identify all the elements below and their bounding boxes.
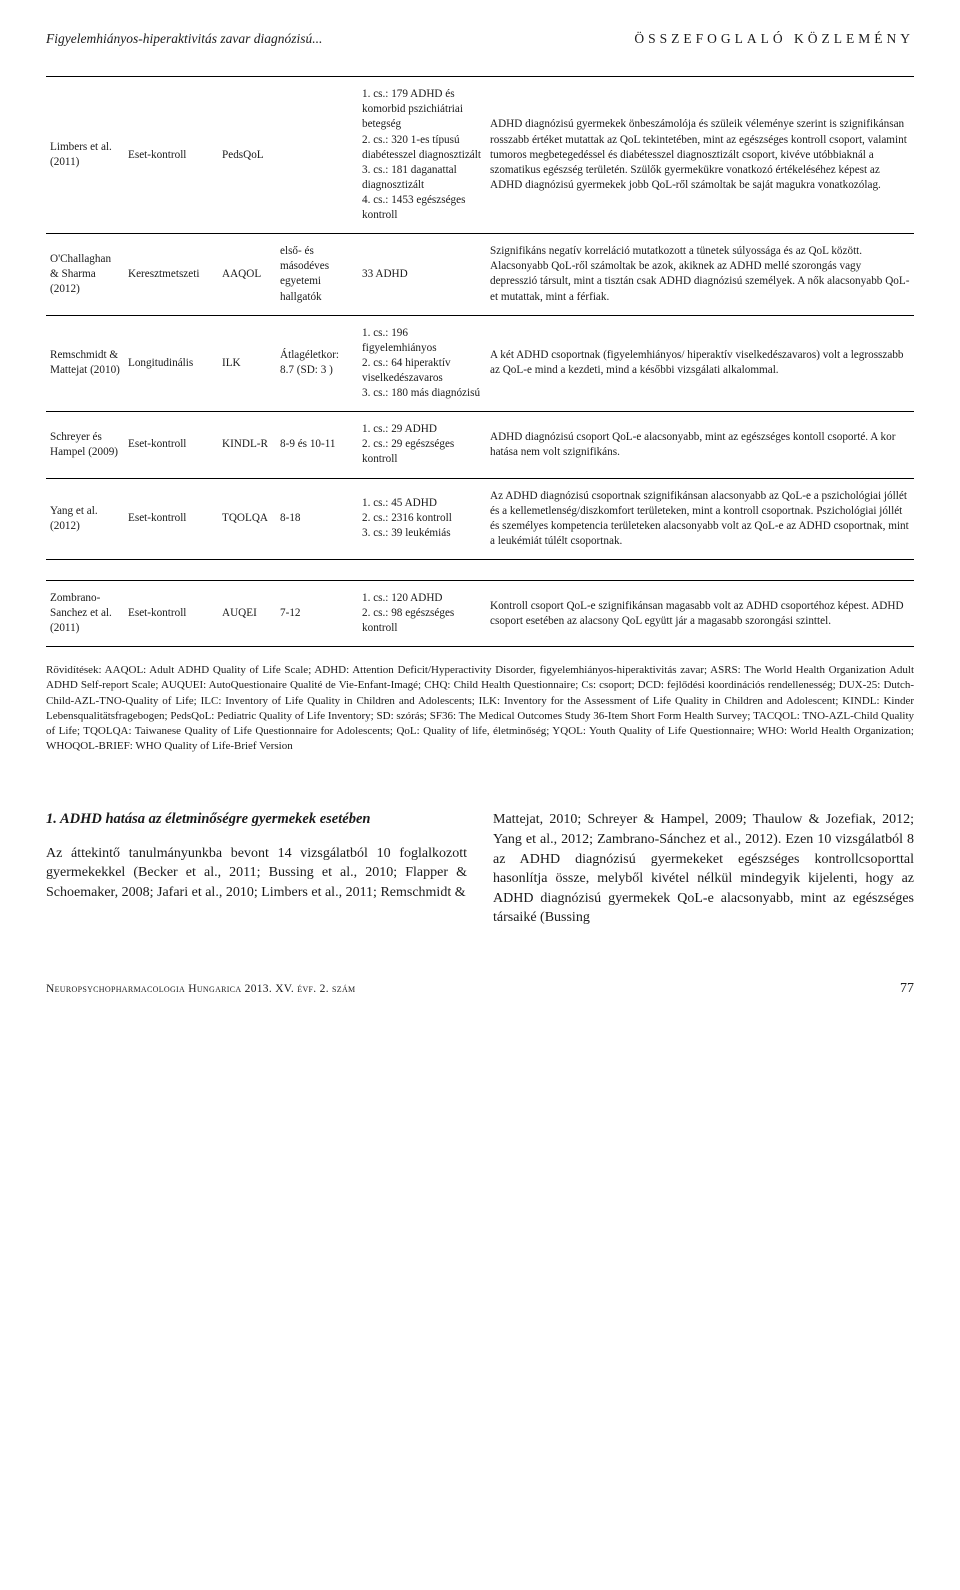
age-cell: 7-12 bbox=[276, 580, 358, 646]
groups-cell: 1. cs.: 120 ADHD 2. cs.: 98 egészséges k… bbox=[358, 580, 486, 646]
result-cell: A két ADHD csoportnak (figyelemhiányos/ … bbox=[486, 315, 914, 412]
body-columns: 1. ADHD hatása az életminőségre gyermeke… bbox=[46, 810, 914, 928]
footer-page-number: 77 bbox=[900, 980, 914, 999]
design-cell: Eset-kontroll bbox=[124, 478, 218, 559]
result-cell: ADHD diagnózisú csoport QoL-e alacsonyab… bbox=[486, 412, 914, 478]
design-cell: Keresztmetszeti bbox=[124, 234, 218, 315]
table-row: Limbers et al. (2011)Eset-kontrollPedsQo… bbox=[46, 77, 914, 234]
header-article-type: ÖSSZEFOGLALÓ KÖZLEMÉNY bbox=[634, 30, 914, 48]
instrument-cell: ILK bbox=[218, 315, 276, 412]
result-cell: Szignifikáns negatív korreláció mutatkoz… bbox=[486, 234, 914, 315]
age-cell: első- és másodéves egyetemi hallgatók bbox=[276, 234, 358, 315]
design-cell: Eset-kontroll bbox=[124, 580, 218, 646]
study-cell: O'Challaghan & Sharma (2012) bbox=[46, 234, 124, 315]
table-row: Remschmidt & Mattejat (2010)Longitudinál… bbox=[46, 315, 914, 412]
table-gap-row bbox=[46, 559, 914, 580]
study-cell: Yang et al. (2012) bbox=[46, 478, 124, 559]
table-row: Zombrano-Sanchez et al. (2011)Eset-kontr… bbox=[46, 580, 914, 646]
result-cell: ADHD diagnózisú gyermekek önbeszámolója … bbox=[486, 77, 914, 234]
page-footer: Neuropsychopharmacologia Hungarica 2013.… bbox=[46, 980, 914, 999]
study-cell: Zombrano-Sanchez et al. (2011) bbox=[46, 580, 124, 646]
groups-cell: 33 ADHD bbox=[358, 234, 486, 315]
study-cell: Limbers et al. (2011) bbox=[46, 77, 124, 234]
header-running-title: Figyelemhiányos-hiperaktivitás zavar dia… bbox=[46, 30, 322, 48]
section-heading: 1. ADHD hatása az életminőségre gyermeke… bbox=[46, 810, 467, 830]
body-column-left: 1. ADHD hatása az életminőségre gyermeke… bbox=[46, 810, 467, 928]
design-cell: Longitudinális bbox=[124, 315, 218, 412]
table-row: Yang et al. (2012)Eset-kontrollTQOLQA8-1… bbox=[46, 478, 914, 559]
groups-cell: 1. cs.: 29 ADHD 2. cs.: 29 egészséges ko… bbox=[358, 412, 486, 478]
instrument-cell: TQOLQA bbox=[218, 478, 276, 559]
result-cell: Az ADHD diagnózisú csoportnak szignifiká… bbox=[486, 478, 914, 559]
groups-cell: 1. cs.: 196 figyelemhiányos 2. cs.: 64 h… bbox=[358, 315, 486, 412]
instrument-cell: AAQOL bbox=[218, 234, 276, 315]
instrument-cell: PedsQoL bbox=[218, 77, 276, 234]
footer-journal: Neuropsychopharmacologia Hungarica 2013.… bbox=[46, 982, 355, 998]
study-cell: Schreyer és Hampel (2009) bbox=[46, 412, 124, 478]
body-column-right: Mattejat, 2010; Schreyer & Hampel, 2009;… bbox=[493, 810, 914, 928]
body-text-left: Az áttekintő tanulmányunkba bevont 14 vi… bbox=[46, 844, 467, 903]
age-cell: 8-18 bbox=[276, 478, 358, 559]
age-cell bbox=[276, 77, 358, 234]
design-cell: Eset-kontroll bbox=[124, 412, 218, 478]
result-cell: Kontroll csoport QoL-e szignifikánsan ma… bbox=[486, 580, 914, 646]
design-cell: Eset-kontroll bbox=[124, 77, 218, 234]
age-cell: Átlagéletkor: 8.7 (SD: 3 ) bbox=[276, 315, 358, 412]
page-header: Figyelemhiányos-hiperaktivitás zavar dia… bbox=[46, 30, 914, 48]
instrument-cell: AUQEI bbox=[218, 580, 276, 646]
table-row: Schreyer és Hampel (2009)Eset-kontrollKI… bbox=[46, 412, 914, 478]
age-cell: 8-9 és 10-11 bbox=[276, 412, 358, 478]
abbreviations-paragraph: Rövidítések: AAQOL: Adult ADHD Quality o… bbox=[46, 663, 914, 754]
groups-cell: 1. cs.: 179 ADHD és komorbid pszichiátri… bbox=[358, 77, 486, 234]
body-text-right: Mattejat, 2010; Schreyer & Hampel, 2009;… bbox=[493, 810, 914, 928]
table-row: O'Challaghan & Sharma (2012)Keresztmetsz… bbox=[46, 234, 914, 315]
studies-table: Limbers et al. (2011)Eset-kontrollPedsQo… bbox=[46, 76, 914, 647]
instrument-cell: KINDL-R bbox=[218, 412, 276, 478]
groups-cell: 1. cs.: 45 ADHD 2. cs.: 2316 kontroll 3.… bbox=[358, 478, 486, 559]
study-cell: Remschmidt & Mattejat (2010) bbox=[46, 315, 124, 412]
